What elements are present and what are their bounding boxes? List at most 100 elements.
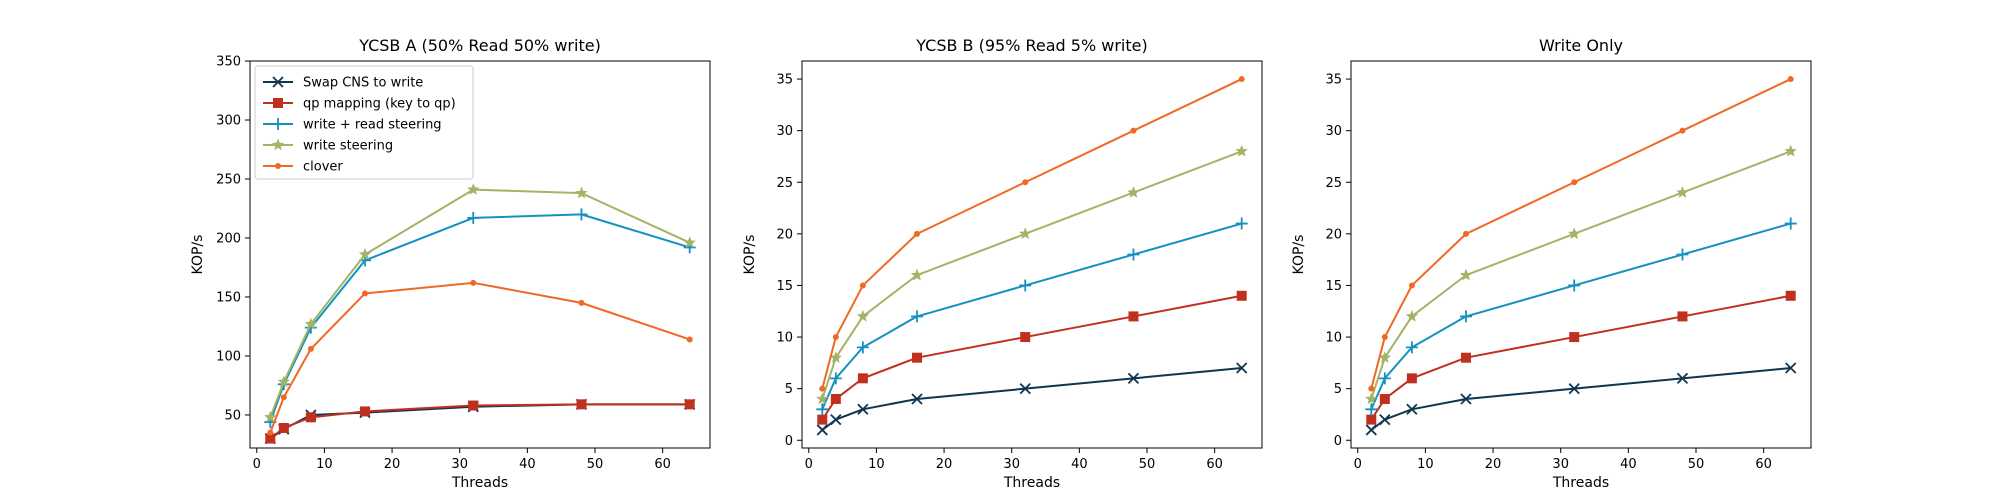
data-point — [830, 413, 842, 426]
x-tick-label: 60 — [1755, 457, 1772, 472]
data-point — [914, 230, 920, 237]
data-point — [684, 399, 695, 410]
y-tick-label: 10 — [1325, 331, 1342, 346]
data-point — [859, 282, 866, 289]
y-tick-label: 350 — [216, 55, 241, 70]
data-point — [278, 422, 289, 433]
legend-box — [254, 65, 474, 180]
y-tick-label: 15 — [776, 279, 793, 294]
x-tick-label: 50 — [1688, 457, 1705, 472]
data-point — [832, 334, 839, 341]
legend-marker — [272, 118, 284, 130]
series-line — [269, 188, 691, 418]
data-point — [816, 424, 828, 436]
data-point — [910, 268, 924, 281]
legend-label: write + read steering — [303, 118, 442, 133]
data-point — [467, 183, 480, 195]
y-tick-label: 100 — [216, 349, 241, 364]
y-tick-label: 35 — [1325, 73, 1342, 88]
data-point — [1677, 311, 1688, 322]
series-line — [1370, 367, 1791, 431]
x-tick-label: 60 — [1206, 457, 1223, 472]
data-point — [817, 414, 828, 425]
series-1 — [816, 362, 1248, 436]
data-point — [1378, 351, 1392, 363]
data-point — [816, 403, 829, 416]
data-point — [1785, 290, 1796, 301]
y-tick-label: 5 — [1334, 382, 1342, 397]
series-2 — [265, 399, 695, 444]
series-line — [269, 403, 690, 440]
data-point — [1408, 282, 1415, 289]
data-point — [829, 372, 842, 385]
data-point — [1571, 179, 1578, 186]
x-tick-label: 20 — [384, 457, 401, 472]
series-5 — [267, 279, 693, 436]
series-line — [269, 403, 690, 440]
y-tick-label: 25 — [776, 176, 793, 191]
x-axis-label: Threads — [1552, 475, 1609, 491]
y-tick-label: 20 — [776, 227, 793, 242]
data-point — [816, 392, 829, 405]
data-point — [1405, 309, 1419, 322]
y-tick-label: 30 — [1325, 124, 1342, 139]
legend-marker — [275, 163, 281, 169]
x-tick-label: 30 — [1003, 457, 1020, 472]
x-tick-label: 0 — [1354, 457, 1362, 472]
data-point — [1676, 248, 1689, 261]
y-tick-label: 0 — [1334, 434, 1342, 449]
series-5 — [1368, 76, 1794, 392]
data-point — [1406, 403, 1418, 415]
data-point — [1569, 332, 1580, 343]
data-point — [1238, 76, 1245, 83]
data-point — [1568, 383, 1580, 395]
x-tick-label: 0 — [253, 457, 261, 472]
data-point — [1785, 362, 1797, 374]
y-tick-label: 15 — [1325, 279, 1342, 294]
legend-marker — [272, 76, 284, 88]
series-line — [1370, 294, 1791, 421]
data-point — [1676, 186, 1689, 198]
data-point — [277, 375, 291, 388]
series-3 — [1365, 217, 1797, 416]
data-point — [683, 236, 696, 248]
data-point — [1236, 290, 1247, 301]
y-tick-label: 20 — [1325, 227, 1342, 242]
series-2 — [817, 290, 1247, 425]
data-point — [1235, 217, 1248, 230]
y-axis-label: KOP/s — [1291, 235, 1307, 275]
data-point — [1784, 144, 1797, 157]
series-2 — [1366, 290, 1796, 425]
plot-frame — [249, 60, 711, 449]
data-point — [265, 433, 276, 444]
series-line — [1370, 78, 1792, 389]
data-point — [575, 186, 588, 199]
x-tick-label: 30 — [451, 457, 468, 472]
x-tick-label: 50 — [1139, 457, 1156, 472]
y-tick-label: 50 — [224, 408, 241, 423]
data-point — [280, 394, 287, 401]
series-4 — [264, 183, 696, 423]
data-point — [1461, 352, 1471, 363]
y-tick-label: 0 — [785, 434, 793, 449]
data-point — [1787, 76, 1794, 83]
y-tick-label: 10 — [776, 331, 793, 346]
legend-item: write steering — [263, 138, 393, 154]
data-point — [578, 299, 585, 306]
data-point — [1676, 372, 1689, 384]
data-point — [686, 336, 693, 343]
data-point — [1568, 227, 1581, 240]
legend-label: write steering — [303, 139, 393, 154]
chart-title: YCSB B (95% Read 5% write) — [915, 36, 1147, 55]
x-tick-label: 0 — [805, 457, 813, 472]
series-3 — [264, 208, 696, 429]
legend-item: write + read steering — [263, 118, 442, 133]
legend-marker — [271, 138, 285, 151]
x-tick-label: 20 — [936, 457, 953, 472]
data-point — [1366, 414, 1377, 425]
data-point — [1379, 393, 1390, 404]
data-point — [264, 410, 277, 423]
data-point — [1365, 403, 1378, 416]
y-tick-label: 200 — [216, 231, 241, 246]
